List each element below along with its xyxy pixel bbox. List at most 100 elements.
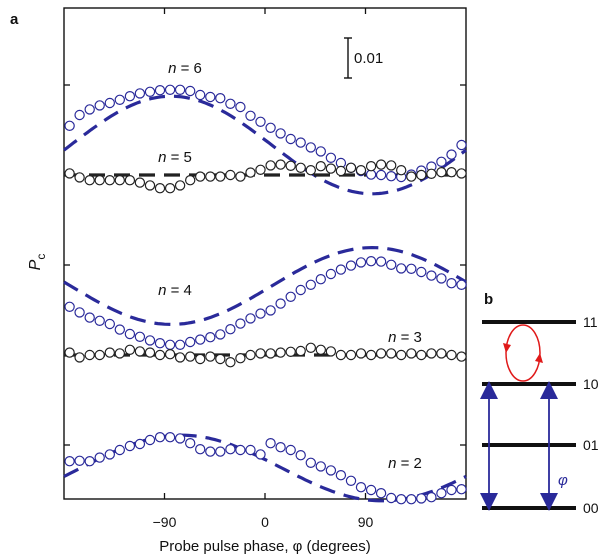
- data-point: [104, 449, 116, 460]
- data-point: [245, 444, 256, 456]
- data-point: [235, 101, 246, 113]
- data-point: [194, 334, 206, 345]
- data-point: [255, 308, 266, 319]
- data-point: [215, 171, 226, 182]
- data-point: [164, 339, 176, 350]
- data-point: [154, 349, 166, 361]
- fit-curves: [63, 94, 467, 503]
- data-point: [265, 305, 276, 316]
- data-point: [225, 98, 236, 110]
- series-label: n = 5: [158, 149, 192, 166]
- data-point: [285, 346, 296, 357]
- data-point: [436, 166, 447, 178]
- level-label-01: 01: [583, 437, 599, 453]
- data-point: [285, 160, 296, 171]
- series-label: n = 6: [168, 60, 202, 77]
- data-point: [74, 307, 85, 318]
- data-point: [436, 273, 447, 284]
- data-point: [154, 84, 166, 96]
- data-points: [64, 84, 467, 505]
- data-point: [456, 168, 467, 179]
- data-point: [255, 116, 266, 128]
- data-point: [305, 279, 316, 290]
- data-point: [235, 353, 246, 364]
- data-point: [265, 122, 276, 134]
- data-point: [315, 160, 326, 172]
- data-point: [416, 266, 427, 278]
- data-point: [154, 432, 166, 443]
- data-point: [406, 171, 417, 182]
- data-point: [325, 268, 337, 280]
- data-point: [355, 348, 367, 359]
- data-point: [406, 263, 417, 274]
- data-point: [386, 160, 397, 171]
- y-axis-label: Pc: [27, 254, 48, 271]
- data-point: [355, 164, 367, 176]
- data-point: [325, 346, 337, 357]
- data-point: [275, 128, 286, 139]
- y-axis-label-sub: c: [34, 254, 48, 260]
- data-point: [184, 438, 196, 449]
- data-point: [235, 444, 246, 456]
- scale-bar-label: 0.01: [354, 50, 383, 67]
- data-point: [174, 352, 186, 363]
- loop-arrow-right: [535, 353, 543, 363]
- x-axis-label: Probe pulse phase, φ (degrees): [159, 538, 371, 555]
- data-point: [315, 461, 326, 472]
- phase-label: φ: [558, 472, 568, 489]
- data-point: [446, 484, 457, 496]
- data-point: [365, 484, 377, 496]
- data-point: [194, 89, 206, 101]
- data-point: [134, 438, 146, 450]
- data-point: [84, 349, 95, 361]
- data-point: [94, 100, 105, 111]
- data-point: [305, 164, 316, 176]
- data-point: [416, 493, 427, 504]
- data-point: [124, 174, 136, 186]
- data-point: [386, 348, 397, 359]
- data-point: [74, 352, 85, 363]
- data-point: [295, 162, 306, 173]
- data-point: [345, 162, 357, 173]
- data-point: [416, 349, 427, 361]
- data-point: [446, 149, 457, 160]
- data-point: [235, 171, 246, 182]
- data-point: [255, 449, 266, 460]
- data-point: [154, 338, 166, 349]
- data-point: [365, 160, 377, 172]
- data-point: [436, 156, 447, 167]
- data-point: [134, 331, 146, 342]
- data-point: [456, 351, 467, 362]
- data-point: [174, 433, 186, 444]
- data-point: [275, 442, 286, 453]
- data-point: [285, 291, 296, 302]
- data-point: [215, 446, 226, 457]
- data-point: [416, 169, 427, 181]
- data-point: [315, 344, 326, 355]
- data-point: [64, 168, 75, 179]
- data-point: [94, 452, 105, 463]
- data-point: [134, 177, 146, 188]
- data-point: [375, 169, 387, 181]
- data-point: [194, 171, 206, 182]
- data-point: [184, 174, 196, 186]
- data-point: [345, 475, 357, 486]
- data-point: [64, 347, 75, 358]
- data-point: [124, 344, 136, 355]
- data-point: [205, 91, 216, 103]
- data-point: [335, 470, 347, 481]
- data-point: [365, 256, 377, 267]
- data-point: [194, 444, 206, 455]
- data-point: [285, 133, 296, 145]
- data-point: [335, 264, 347, 275]
- data-point: [375, 488, 387, 499]
- data-point: [74, 455, 85, 466]
- data-point: [396, 164, 407, 176]
- data-point: [144, 434, 156, 446]
- data-point: [64, 456, 75, 467]
- data-point: [446, 166, 457, 178]
- data-point: [124, 328, 136, 340]
- data-point: [94, 315, 105, 326]
- level-label-10: 10: [583, 376, 599, 392]
- data-point: [114, 444, 126, 456]
